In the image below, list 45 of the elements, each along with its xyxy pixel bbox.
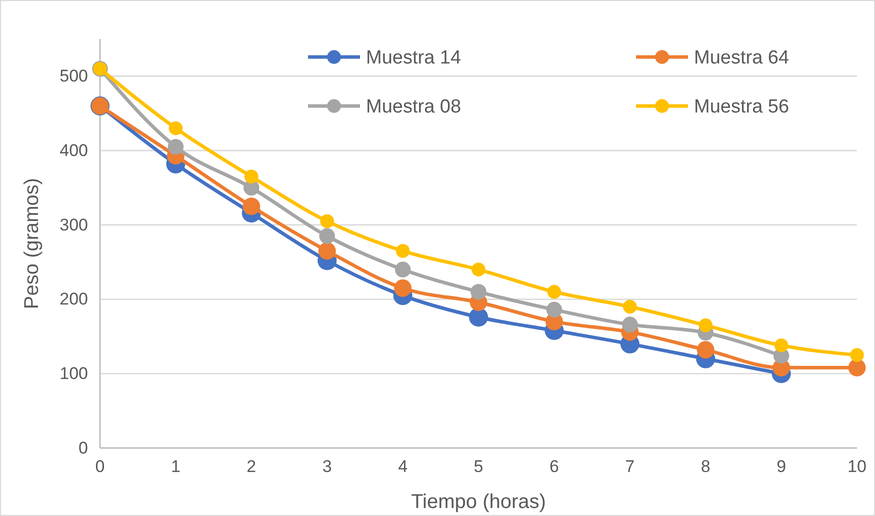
point bbox=[698, 318, 713, 332]
y-tick-label: 400 bbox=[60, 140, 88, 160]
point bbox=[472, 262, 486, 276]
y-tick-label: 100 bbox=[60, 364, 88, 384]
legend-label: Muestra 56 bbox=[694, 96, 790, 118]
x-tick-label: 6 bbox=[549, 457, 559, 476]
point bbox=[396, 244, 410, 258]
x-tick-label: 8 bbox=[700, 457, 710, 476]
x-tick-label: 9 bbox=[776, 457, 786, 476]
point bbox=[622, 300, 637, 314]
x-tick-label: 1 bbox=[170, 457, 180, 476]
point bbox=[774, 338, 788, 352]
point bbox=[622, 316, 638, 332]
point bbox=[168, 121, 183, 136]
y-tick-label: 300 bbox=[60, 215, 88, 234]
x-tick-label: 7 bbox=[625, 457, 635, 476]
x-tick-label: 5 bbox=[474, 457, 484, 476]
y-tick-label: 200 bbox=[60, 290, 88, 309]
y-tick-label: 500 bbox=[60, 66, 88, 86]
x-tick-label: 2 bbox=[246, 457, 256, 476]
y-axis-title: Peso (gramos) bbox=[21, 178, 43, 310]
point bbox=[546, 302, 562, 318]
point bbox=[394, 279, 412, 297]
x-axis-title: Tiempo (horas) bbox=[411, 491, 546, 513]
x-tick-label: 10 bbox=[848, 457, 866, 476]
point bbox=[320, 214, 334, 228]
point bbox=[848, 358, 866, 376]
x-tick-label: 0 bbox=[95, 457, 105, 476]
point bbox=[696, 341, 714, 359]
x-tick-label: 3 bbox=[322, 457, 332, 476]
legend-label: Muestra 64 bbox=[694, 48, 790, 69]
point bbox=[242, 198, 260, 216]
point bbox=[850, 348, 864, 362]
legend-label: Muestra 08 bbox=[366, 96, 462, 118]
x-tick-label: 4 bbox=[398, 457, 408, 476]
point bbox=[468, 308, 488, 327]
point bbox=[244, 170, 258, 184]
point bbox=[168, 138, 184, 155]
point bbox=[318, 242, 336, 260]
point bbox=[547, 284, 562, 299]
point bbox=[319, 228, 335, 244]
point bbox=[394, 262, 411, 278]
legend-label: Muestra 14 bbox=[366, 48, 462, 69]
y-tick-label: 0 bbox=[78, 438, 88, 458]
point bbox=[470, 284, 486, 300]
